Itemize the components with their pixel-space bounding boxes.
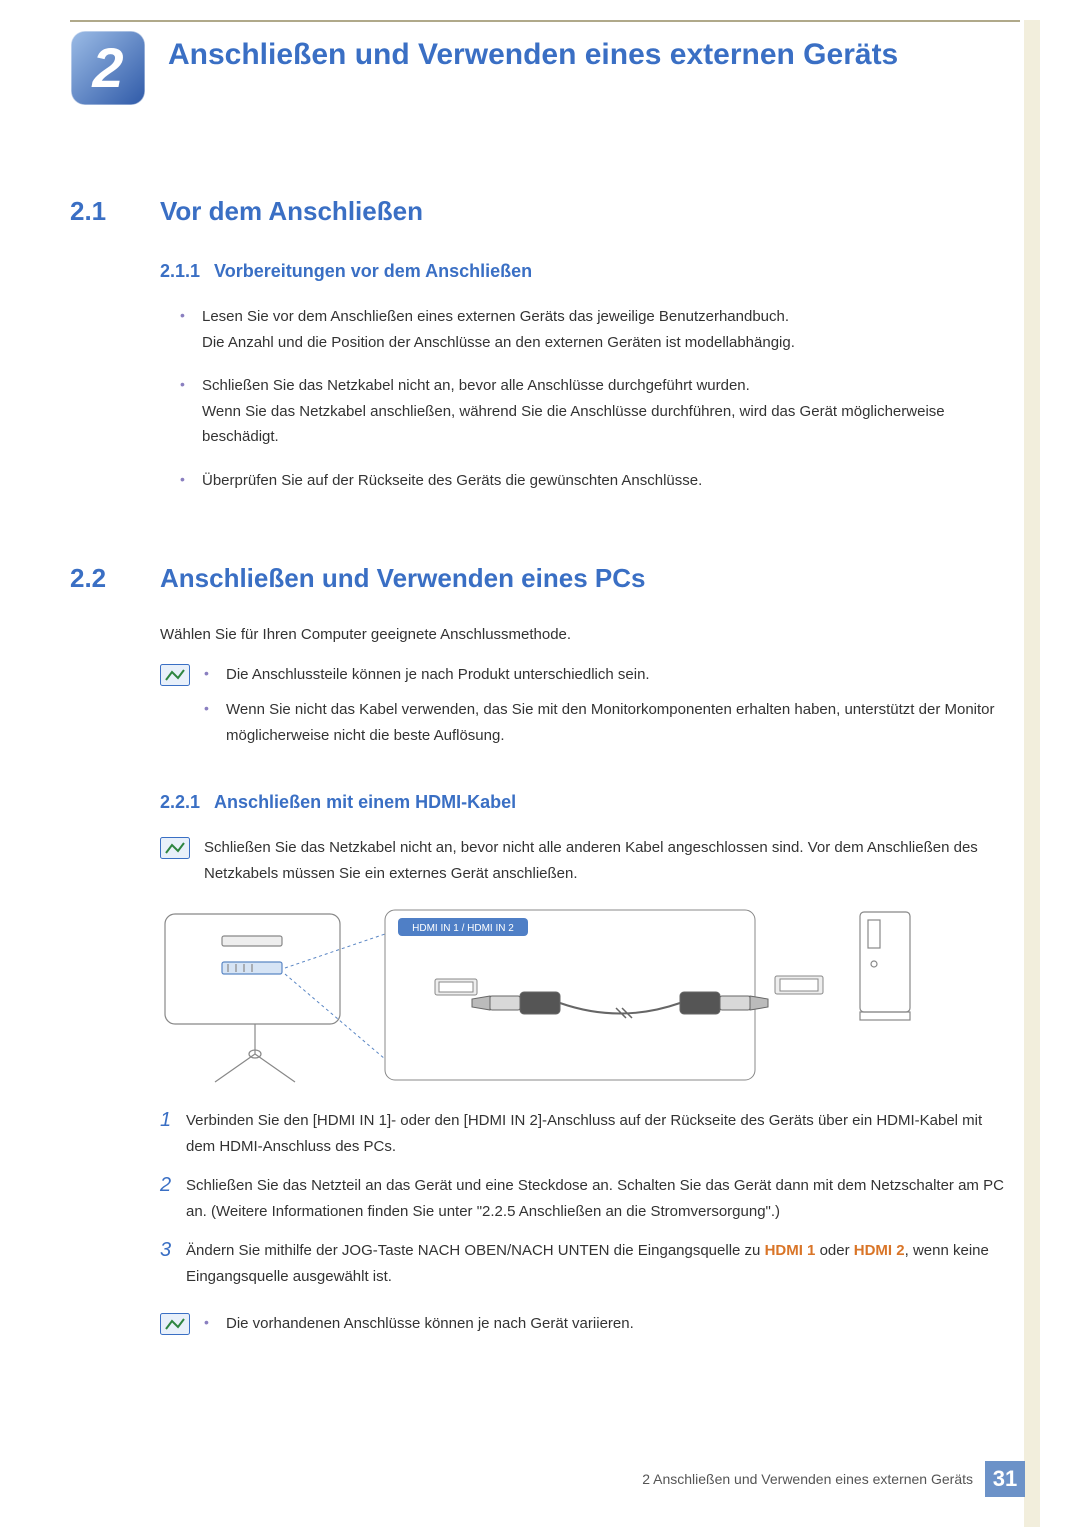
note-icon xyxy=(160,664,190,686)
section-2-1-header: 2.1 Vor dem Anschließen xyxy=(70,196,1010,227)
accent-hdmi2: HDMI 2 xyxy=(854,1242,905,1259)
chapter-number: 2 xyxy=(92,40,123,96)
list-item: • Die vorhandenen Anschlüsse können je n… xyxy=(204,1311,1010,1337)
list-item: • Wenn Sie nicht das Kabel verwenden, da… xyxy=(204,697,1010,748)
step-text-part: Ändern Sie mithilfe der JOG-Taste NACH O… xyxy=(186,1242,765,1259)
page-footer: 2 Anschließen und Verwenden eines extern… xyxy=(642,1461,1025,1497)
bullet-text: Überprüfen Sie auf der Rückseite des Ger… xyxy=(202,468,702,494)
subsection-2-2-1-header: 2.2.1 Anschließen mit einem HDMI-Kabel xyxy=(160,792,1010,813)
intro-text: Wählen Sie für Ihren Computer geeignete … xyxy=(160,622,1010,648)
bullet-list-2-1-1: • Lesen Sie vor dem Anschließen eines ex… xyxy=(180,304,1010,493)
note-block-2: Schließen Sie das Netzkabel nicht an, be… xyxy=(160,835,1010,886)
chapter-header: 2 Anschließen und Verwenden eines extern… xyxy=(70,30,1010,106)
subsection-number: 2.2.1 xyxy=(160,792,200,813)
note-icon xyxy=(160,1313,190,1335)
section-number: 2.2 xyxy=(70,563,160,594)
bullet-icon: • xyxy=(204,697,226,748)
top-border xyxy=(70,20,1020,22)
chapter-title: Anschließen und Verwenden eines externen… xyxy=(168,30,898,74)
step-2: 2 Schließen Sie das Netzteil an das Gerä… xyxy=(160,1173,1010,1224)
step-text-part: oder xyxy=(815,1242,853,1259)
list-item: • Lesen Sie vor dem Anschließen eines ex… xyxy=(180,304,1010,355)
note-bullets: • Die Anschlussteile können je nach Prod… xyxy=(204,662,1010,759)
note-block-1: • Die Anschlussteile können je nach Prod… xyxy=(160,662,1010,759)
step-text: Verbinden Sie den [HDMI IN 1]- oder den … xyxy=(186,1108,1010,1159)
section-number: 2.1 xyxy=(70,196,160,227)
list-item: • Die Anschlussteile können je nach Prod… xyxy=(204,662,1010,688)
subsection-2-1-1-header: 2.1.1 Vorbereitungen vor dem Anschließen xyxy=(160,261,1010,282)
section-title: Anschließen und Verwenden eines PCs xyxy=(160,563,645,594)
bullet-icon: • xyxy=(180,304,202,355)
step-text: Ändern Sie mithilfe der JOG-Taste NACH O… xyxy=(186,1238,1010,1289)
step-number: 1 xyxy=(160,1108,186,1159)
bullet-text: Wenn Sie nicht das Kabel verwenden, das … xyxy=(226,697,1010,748)
bullet-icon: • xyxy=(180,468,202,494)
section-2-2-header: 2.2 Anschließen und Verwenden eines PCs xyxy=(70,563,1010,594)
note-icon xyxy=(160,837,190,859)
subsection-title: Vorbereitungen vor dem Anschließen xyxy=(214,261,532,282)
section-title: Vor dem Anschließen xyxy=(160,196,423,227)
right-sidebar-strip xyxy=(1024,20,1040,1527)
list-item: • Schließen Sie das Netzkabel nicht an, … xyxy=(180,373,1010,450)
page-number: 31 xyxy=(985,1461,1025,1497)
step-1: 1 Verbinden Sie den [HDMI IN 1]- oder de… xyxy=(160,1108,1010,1159)
chapter-badge: 2 xyxy=(70,30,146,106)
step-3: 3 Ändern Sie mithilfe der JOG-Taste NACH… xyxy=(160,1238,1010,1289)
step-text: Schließen Sie das Netzteil an das Gerät … xyxy=(186,1173,1010,1224)
diagram-port-label: HDMI IN 1 / HDMI IN 2 xyxy=(412,923,514,934)
bullet-text: Die vorhandenen Anschlüsse können je nac… xyxy=(226,1311,634,1337)
subsection-title: Anschließen mit einem HDMI-Kabel xyxy=(214,792,516,813)
bullet-text: Die Anschlussteile können je nach Produk… xyxy=(226,662,650,688)
bullet-icon: • xyxy=(204,1311,226,1337)
accent-hdmi1: HDMI 1 xyxy=(765,1242,816,1259)
connection-diagram: HDMI IN 1 / HDMI IN 2 xyxy=(160,904,920,1094)
footer-chapter-ref: 2 Anschließen und Verwenden eines extern… xyxy=(642,1471,973,1487)
bullet-text: Lesen Sie vor dem Anschließen eines exte… xyxy=(202,304,795,355)
note-bullets: • Die vorhandenen Anschlüsse können je n… xyxy=(204,1311,1010,1347)
subsection-number: 2.1.1 xyxy=(160,261,200,282)
bullet-text: Schließen Sie das Netzkabel nicht an, be… xyxy=(202,373,1010,450)
step-number: 2 xyxy=(160,1173,186,1224)
page: 2 Anschließen und Verwenden eines extern… xyxy=(0,0,1080,1527)
note-block-3: • Die vorhandenen Anschlüsse können je n… xyxy=(160,1311,1010,1347)
list-item: • Überprüfen Sie auf der Rückseite des G… xyxy=(180,468,1010,494)
step-number: 3 xyxy=(160,1238,186,1289)
bullet-icon: • xyxy=(180,373,202,450)
note-text: Schließen Sie das Netzkabel nicht an, be… xyxy=(204,835,1010,886)
bullet-icon: • xyxy=(204,662,226,688)
